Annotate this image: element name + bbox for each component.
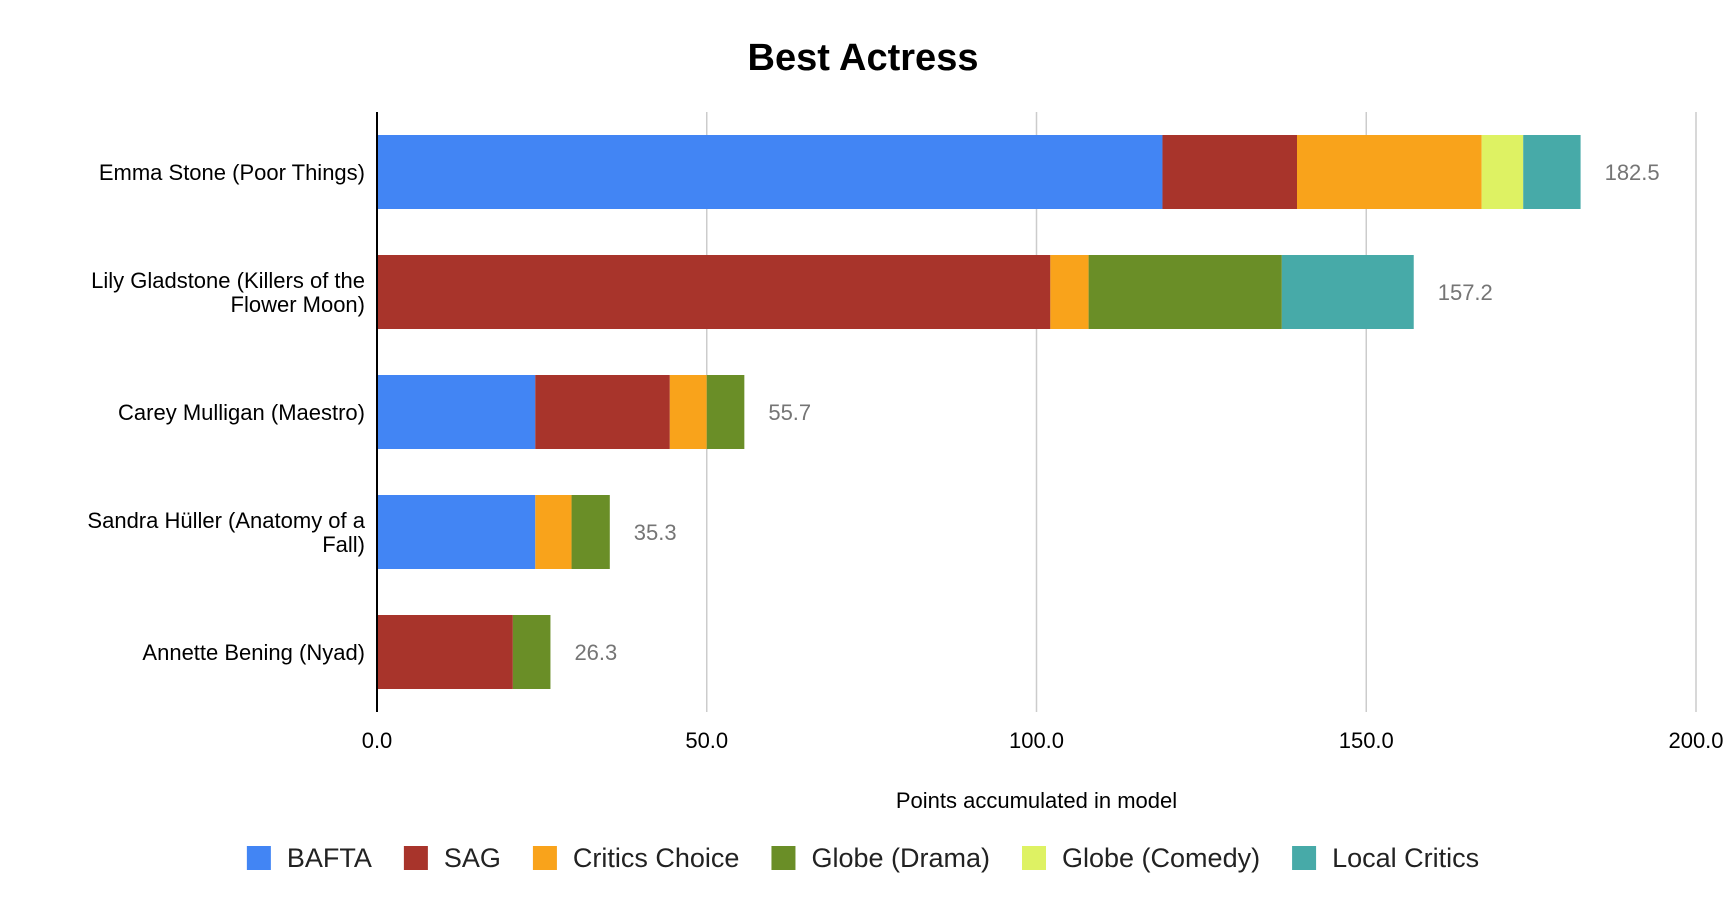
bar-segment: [706, 375, 745, 449]
bar-segment: [1523, 135, 1581, 209]
category-label: Annette Bening (Nyad): [142, 640, 365, 665]
total-label: 157.2: [1438, 280, 1493, 305]
bar-segment: [1481, 135, 1524, 209]
bar-segment: [377, 135, 1163, 209]
legend-label: SAG: [444, 843, 501, 873]
category-label: Flower Moon): [231, 292, 365, 317]
legend-swatch: [532, 846, 557, 870]
legend-label: Globe (Comedy): [1062, 843, 1260, 873]
legend-swatch: [771, 846, 796, 870]
bar-segment: [1281, 255, 1414, 329]
legend-item: Critics Choice: [532, 843, 740, 873]
legend-swatch: [246, 846, 271, 870]
bar-segment: [1297, 135, 1482, 209]
legend-label: Globe (Drama): [811, 843, 990, 873]
category-label: Sandra Hüller (Anatomy of a: [87, 508, 365, 533]
x-tick-label: 100.0: [1009, 728, 1064, 753]
bar-segment: [535, 495, 572, 569]
category-label: Carey Mulligan (Maestro): [118, 400, 365, 425]
legend-item: Globe (Comedy): [1022, 843, 1260, 873]
total-label: 26.3: [574, 640, 617, 665]
bar-segment: [1162, 135, 1298, 209]
total-label: 182.5: [1605, 160, 1660, 185]
bar-segment: [571, 495, 610, 569]
bar-segment: [377, 495, 536, 569]
legend-label: Critics Choice: [573, 843, 740, 873]
legend-swatch: [1292, 846, 1317, 870]
legend-item: BAFTA: [246, 843, 372, 873]
bar-segment: [377, 375, 536, 449]
legend-swatch: [403, 846, 428, 870]
bar-segment: [512, 615, 551, 689]
bar-segment: [669, 375, 707, 449]
chart-title: Best Actress: [748, 37, 979, 79]
total-label: 35.3: [634, 520, 677, 545]
category-label: Lily Gladstone (Killers of the: [91, 268, 365, 293]
category-label: Emma Stone (Poor Things): [99, 160, 365, 185]
bar-segment: [535, 375, 670, 449]
total-label: 55.7: [768, 400, 811, 425]
x-axis-title: Points accumulated in model: [896, 788, 1177, 813]
x-tick-label: 150.0: [1339, 728, 1394, 753]
legend-label: BAFTA: [287, 843, 372, 873]
category-label: Fall): [322, 532, 365, 557]
bar-segment: [1050, 255, 1089, 329]
legend: BAFTA SAG Critics Choice Globe (Drama) Globe…: [246, 843, 1479, 873]
x-tick-label: 0.0: [362, 728, 393, 753]
x-tick-label: 200.0: [1668, 728, 1723, 753]
legend-item: Globe (Drama): [771, 843, 990, 873]
bar-segment: [377, 615, 513, 689]
legend-label: Local Critics: [1332, 843, 1479, 873]
legend-item: Local Critics: [1292, 843, 1479, 873]
bar-segment: [1088, 255, 1282, 329]
legend-swatch: [1022, 846, 1047, 870]
legend-item: SAG: [403, 843, 501, 873]
bar-segment: [377, 255, 1051, 329]
x-tick-label: 50.0: [685, 728, 728, 753]
